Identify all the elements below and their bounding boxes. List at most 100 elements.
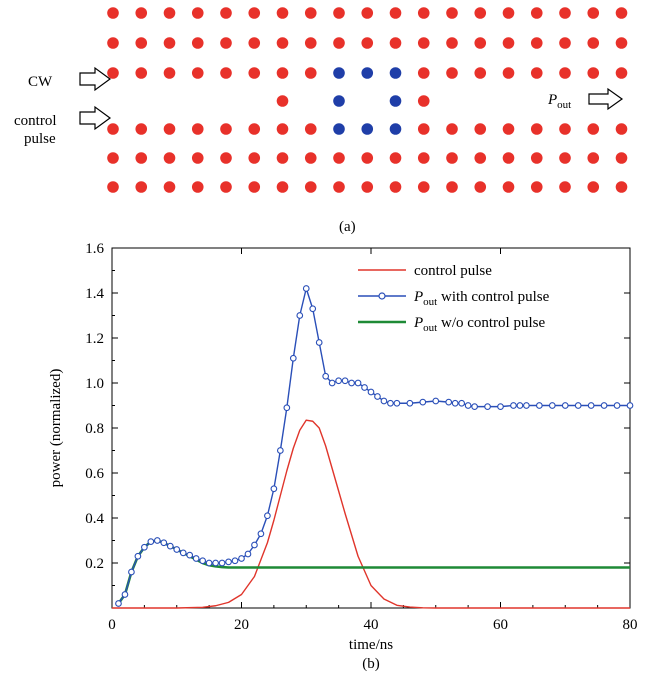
rod xyxy=(163,37,176,49)
rod xyxy=(615,181,628,193)
rod xyxy=(135,67,148,79)
rod xyxy=(135,37,148,49)
rod xyxy=(559,7,571,19)
rod xyxy=(417,123,430,135)
rod xyxy=(530,123,543,135)
panel-b-chart: 0 20 40 60 80 0.2 0.4 0.6 0.8 1.0 1.2 1.4 1.6 contro… xyxy=(48,241,638,672)
data-point xyxy=(387,399,394,407)
data-point xyxy=(186,551,194,559)
data-point xyxy=(322,372,330,380)
data-point xyxy=(613,402,621,409)
rod xyxy=(248,123,261,135)
legend-prefix: P xyxy=(413,315,423,331)
rod xyxy=(220,152,232,164)
data-point xyxy=(341,377,349,385)
rod xyxy=(446,7,458,19)
y-tick-label: 1.2 xyxy=(85,331,104,347)
rod xyxy=(304,123,317,135)
series-line-1 xyxy=(112,419,630,609)
data-point xyxy=(225,558,232,566)
data-point xyxy=(296,312,304,319)
data-point xyxy=(147,538,155,545)
rod xyxy=(191,7,204,19)
data-point xyxy=(231,557,239,565)
data-point xyxy=(348,379,355,387)
rod xyxy=(163,152,176,164)
rod xyxy=(135,181,148,193)
rod xyxy=(474,181,487,193)
pout-main: P xyxy=(547,92,557,108)
rod xyxy=(191,67,204,79)
data-point xyxy=(244,550,252,558)
legend-marker xyxy=(378,292,386,300)
data-point xyxy=(251,541,258,549)
data-point xyxy=(380,397,388,405)
data-point xyxy=(199,557,206,565)
data-point xyxy=(510,402,517,409)
data-point xyxy=(548,402,556,409)
rod xyxy=(135,7,148,19)
panel-a-photonic-crystal: CW control pulse Pout (a) xyxy=(14,7,628,235)
rod xyxy=(361,152,374,164)
rod xyxy=(135,123,148,135)
data-point xyxy=(600,402,608,409)
data-point xyxy=(134,552,142,560)
rod xyxy=(107,67,119,79)
x-tick-label: 20 xyxy=(234,617,249,633)
pout-sub: out xyxy=(557,99,571,111)
legend-prefix: P xyxy=(413,289,423,305)
rod xyxy=(389,123,402,135)
data-point xyxy=(471,403,478,410)
rod xyxy=(559,152,571,164)
x-tick-label: 40 xyxy=(364,617,379,633)
rod xyxy=(417,7,430,19)
data-point xyxy=(277,447,284,454)
data-point xyxy=(212,559,219,567)
rod xyxy=(615,37,628,49)
rod xyxy=(389,7,402,19)
data-point xyxy=(587,402,595,409)
rod xyxy=(559,37,571,49)
rod xyxy=(502,181,515,193)
legend-label-3: Pout w/o control pulse xyxy=(413,315,545,334)
rod xyxy=(220,67,232,79)
rod xyxy=(587,152,600,164)
y-tick-label: 0.2 xyxy=(85,556,104,572)
data-point xyxy=(160,539,168,547)
rod xyxy=(474,152,487,164)
rod xyxy=(276,152,289,164)
data-point xyxy=(451,399,459,407)
rod xyxy=(304,7,317,19)
y-tick-label: 1.0 xyxy=(85,376,104,392)
data-point xyxy=(497,403,504,410)
rod xyxy=(304,67,317,79)
rod xyxy=(248,152,261,164)
data-point xyxy=(141,543,148,551)
rod xyxy=(502,123,515,135)
data-point xyxy=(153,537,161,544)
rod xyxy=(389,67,402,79)
data-point xyxy=(238,555,245,562)
rod xyxy=(107,37,119,49)
rod xyxy=(220,123,232,135)
series-line-3 xyxy=(117,539,630,605)
rod xyxy=(135,152,148,164)
data-point xyxy=(354,379,362,387)
rod xyxy=(446,67,458,79)
rod xyxy=(276,37,289,49)
legend-name: with control pulse xyxy=(437,289,549,305)
data-point xyxy=(192,555,200,562)
rod xyxy=(389,37,402,49)
rod xyxy=(587,181,600,193)
rod xyxy=(474,123,487,135)
rod xyxy=(191,37,204,49)
rod xyxy=(333,67,345,79)
control-label-line2: pulse xyxy=(24,131,56,147)
rod xyxy=(530,67,543,79)
data-point xyxy=(458,399,466,407)
rod xyxy=(163,181,176,193)
axis-ticks: 0 20 40 60 80 0.2 0.4 0.6 0.8 1.0 1.2 1.4 1.6 xyxy=(85,241,637,633)
data-point xyxy=(257,530,265,538)
rod xyxy=(615,67,628,79)
data-point xyxy=(128,568,135,576)
